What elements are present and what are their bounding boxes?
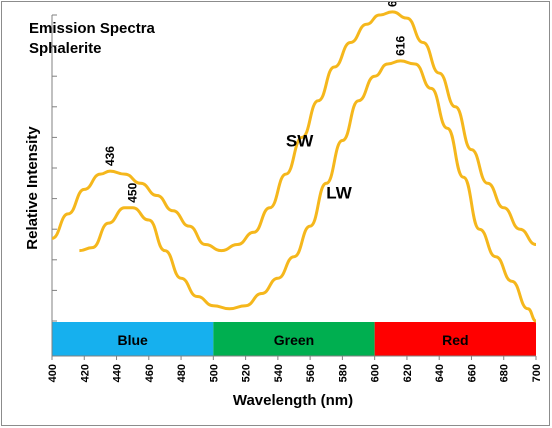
x-tick-label: 480 [176,364,188,382]
x-tick-label: 680 [499,364,511,382]
peak-label-616: 616 [393,36,407,56]
x-tick-label: 560 [305,364,317,382]
x-tick-label: 540 [273,364,285,382]
x-tick-label: 660 [466,364,478,382]
x-tick-label: 440 [112,364,124,382]
band-green [213,322,375,356]
x-tick-label: 500 [208,364,220,382]
series-label-lw: LW [326,184,352,203]
band-label-green: Green [274,332,314,348]
y-axis-label: Relative Intensity [24,126,41,250]
chart-title-line-2: Sphalerite [29,40,102,57]
series-line-sw [51,10,537,253]
x-tick-label: 400 [47,364,59,382]
x-tick-label: 520 [241,364,253,382]
x-tick-label: 580 [337,364,349,382]
band-red [374,322,536,356]
x-tick-label: 600 [370,364,382,382]
peak-label-436: 436 [103,146,117,166]
series-label-sw: SW [286,132,314,151]
chart-title-line-1: Emission Spectra [29,20,156,37]
x-tick-label: 620 [402,364,414,382]
series-line-lw [79,59,537,323]
band-blue [52,322,214,356]
band-label-red: Red [442,332,468,348]
band-label-blue: Blue [117,332,148,348]
x-tick-label: 700 [531,364,543,382]
x-axis-label: Wavelength (nm) [233,392,353,409]
peak-label-450: 450 [126,182,140,202]
x-tick-label: 640 [434,364,446,382]
peak-label-611: 611 [385,2,399,7]
x-tick-label: 420 [79,364,91,382]
x-tick-label: 460 [144,364,156,382]
